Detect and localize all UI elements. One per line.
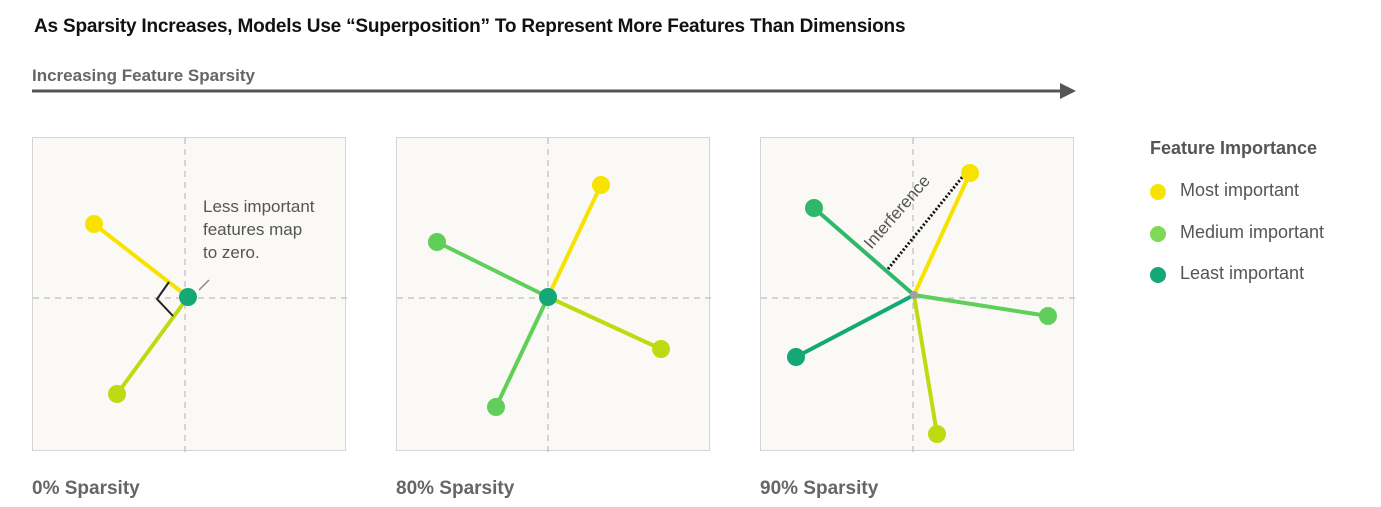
most-important-point xyxy=(85,215,103,233)
legend-dot-most xyxy=(1150,184,1166,200)
legend: Feature Importance Most important Medium… xyxy=(1150,138,1324,283)
medium-important-vector xyxy=(115,295,190,396)
panel-0-sparsity xyxy=(32,137,347,452)
legend-dot-least xyxy=(1150,267,1166,283)
most-important-point xyxy=(592,176,610,194)
least-point-a xyxy=(805,199,823,217)
most-important-vector xyxy=(546,184,603,298)
origin-point xyxy=(910,291,918,299)
panel-80-label: 80% Sparsity xyxy=(396,478,515,499)
medium-bright-vector xyxy=(912,294,939,435)
medium-vector-a xyxy=(436,240,549,299)
figure-title: As Sparsity Increases, Models Use “Super… xyxy=(34,16,906,37)
medium-vector xyxy=(913,293,1049,318)
legend-dot-medium xyxy=(1150,226,1166,242)
sparsity-arrow xyxy=(32,83,1076,99)
least-vector-a xyxy=(812,206,916,297)
panel-90-diagram xyxy=(761,138,1075,452)
medium-vector-b xyxy=(494,296,550,408)
medium-bright-point xyxy=(928,425,946,443)
annotation-line-3: to zero. xyxy=(203,243,260,262)
panel-90-sparsity xyxy=(760,137,1075,452)
legend-title: Feature Importance xyxy=(1150,138,1318,158)
legend-label-medium: Medium important xyxy=(1180,222,1325,242)
panel-80-diagram xyxy=(397,138,711,452)
least-important-point xyxy=(539,288,557,306)
medium-point-b xyxy=(487,398,505,416)
panel-90-label: 90% Sparsity xyxy=(760,478,879,499)
right-angle-mark xyxy=(155,281,174,317)
least-vector-b xyxy=(795,293,915,359)
legend-label-most: Most important xyxy=(1180,180,1300,200)
annotation-line-2: features map xyxy=(203,220,303,239)
interference-line xyxy=(886,174,966,270)
medium-bright-point xyxy=(652,340,670,358)
panel-0-label: 0% Sparsity xyxy=(32,478,140,499)
most-important-vector xyxy=(92,222,190,299)
zero-map-annotation: Less important features map to zero. xyxy=(203,195,315,264)
medium-point-a xyxy=(428,233,446,251)
annotation-pointer xyxy=(198,279,210,291)
medium-point xyxy=(1039,307,1057,325)
medium-important-point xyxy=(108,385,126,403)
most-important-vector xyxy=(912,172,972,296)
panel-80-sparsity xyxy=(396,137,711,452)
legend-label-least: Least important xyxy=(1180,263,1305,283)
least-point-b xyxy=(787,348,805,366)
medium-bright-vector xyxy=(547,295,662,351)
most-important-point xyxy=(961,164,979,182)
annotation-line-1: Less important xyxy=(203,197,315,216)
least-important-point xyxy=(179,288,197,306)
panel-0-diagram xyxy=(33,138,347,452)
sparsity-axis-label: Increasing Feature Sparsity xyxy=(32,66,255,85)
